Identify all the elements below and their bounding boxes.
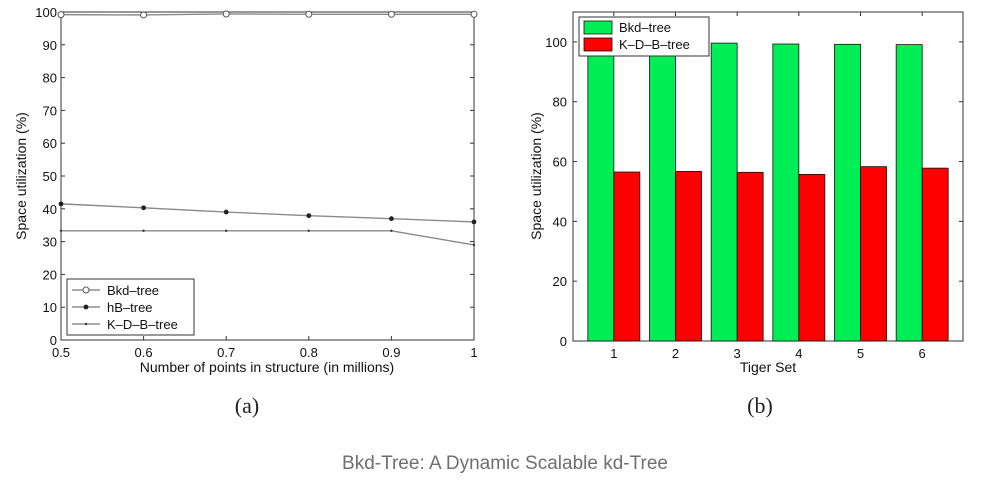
x-tick-label-a: 1 (470, 345, 477, 360)
bar-bkd-tree (587, 43, 615, 342)
y-tick-label-b: 80 (553, 95, 567, 110)
bar-bkd-tree (772, 43, 800, 342)
bar-k-d-b-tree (798, 174, 826, 342)
data-point (390, 229, 393, 232)
legend-label-hb-tree: hB–tree (107, 300, 153, 315)
y-tick-label-a: 70 (43, 103, 57, 118)
data-point (57, 11, 65, 19)
y-tick-label-a: 50 (43, 169, 57, 184)
bars-group-b (587, 42, 949, 342)
legend-item-bkd-tree-b: Bkd–tree (583, 20, 671, 35)
y-tick-label-b: 60 (553, 155, 567, 170)
bar-bkd-tree (895, 44, 923, 342)
y-tick-label-a: 0 (50, 333, 57, 348)
legend-item-kdb-tree: K–D–B–tree (72, 317, 178, 332)
x-tick-label-b: 6 (919, 346, 926, 361)
data-point (307, 229, 310, 232)
series-group-a (57, 10, 478, 247)
figure-caption: Bkd-Tree: A Dynamic Scalable kd-Tree (342, 453, 668, 474)
bar-bkd-tree (710, 42, 738, 342)
legend-item-bkd-tree: Bkd–tree (72, 283, 159, 298)
y-tick-label-a: 10 (43, 300, 57, 315)
y-tick-label-a: 20 (43, 267, 57, 282)
x-tick-label-b: 4 (795, 346, 802, 361)
panel-label-a: (a) (235, 393, 259, 418)
data-point (387, 10, 395, 18)
y-tick-label-a: 60 (43, 136, 57, 151)
x-axis-label-a: Number of points in structure (in millio… (140, 359, 394, 375)
x-tick-label-a: 0.5 (52, 345, 70, 360)
y-axis-label-a: Space utilization (%) (13, 112, 29, 240)
series-line-bkd-tree (60, 13, 474, 16)
data-point (472, 243, 476, 247)
y-tick-label-a: 30 (43, 235, 57, 250)
data-point (225, 229, 228, 232)
data-point (389, 216, 394, 222)
data-point (222, 10, 230, 18)
bar-k-d-b-tree (675, 171, 702, 342)
bar-k-d-b-tree (921, 167, 949, 342)
data-point (306, 213, 312, 219)
x-tick-label-b: 2 (672, 346, 679, 361)
y-tick-label-b: 0 (560, 334, 567, 349)
circle-marker-icon (82, 286, 90, 294)
legend-a: Bkd–tree hB–tree K–D–B–tree (66, 278, 195, 336)
dot-marker-icon (83, 304, 89, 310)
panel-label-b: (b) (747, 393, 773, 418)
x-tick-label-b: 5 (857, 346, 864, 361)
series-bkd-tree (57, 10, 478, 19)
series-line-k-d-b-tree (61, 230, 475, 246)
x-tick-label-b: 1 (610, 346, 617, 361)
series-k-d-b-tree (59, 229, 476, 247)
y-axis-a: 0 10 20 30 40 50 60 70 80 90 100 (35, 5, 474, 348)
legend-item-hb-tree: hB–tree (72, 300, 153, 315)
series-line-hb-tree (60, 203, 475, 223)
legend-item-kdb-tree-b: K–D–B–tree (583, 37, 690, 52)
legend-label-bkd-tree: Bkd–tree (107, 283, 159, 298)
y-tick-label-b: 100 (545, 35, 567, 50)
y-tick-label-a: 80 (43, 71, 57, 86)
bar-k-d-b-tree (736, 171, 764, 342)
red-swatch-icon (583, 37, 613, 52)
data-point (470, 10, 478, 18)
data-point (141, 205, 147, 211)
bar-bkd-tree (649, 43, 676, 342)
data-point (58, 201, 64, 207)
data-point (305, 10, 313, 18)
x-axis-label-b: Tiger Set (740, 359, 796, 375)
bar-k-d-b-tree (613, 171, 641, 342)
bar-k-d-b-tree (860, 166, 887, 342)
data-point (142, 229, 145, 232)
green-swatch-icon (583, 20, 613, 35)
x-axis-a: 0.5 0.6 0.7 0.8 0.9 1 (52, 12, 478, 360)
legend-label-kdb-tree: K–D–B–tree (107, 317, 178, 332)
data-point (140, 11, 148, 19)
y-tick-label-b: 20 (553, 274, 567, 289)
x-tick-label-a: 0.7 (217, 345, 235, 360)
y-tick-label-a: 100 (35, 5, 57, 20)
y-tick-label-a: 40 (43, 202, 57, 217)
x-axis-b: 1 2 3 4 5 6 (610, 12, 926, 361)
bar-bkd-tree (834, 43, 861, 342)
y-tick-label-a: 90 (43, 38, 57, 53)
data-point (223, 209, 229, 215)
data-point (59, 229, 63, 232)
point-marker-icon (84, 322, 88, 326)
x-tick-label-a: 0.8 (300, 345, 318, 360)
x-tick-label-a: 0.6 (135, 345, 153, 360)
legend-b: Bkd–tree K–D–B–tree (578, 16, 710, 57)
series-hb-tree (58, 201, 477, 225)
legend-label-kdb-tree-b: K–D–B–tree (619, 37, 690, 52)
y-tick-label-b: 40 (553, 214, 567, 229)
x-tick-label-a: 0.9 (382, 345, 400, 360)
x-tick-label-b: 3 (734, 346, 741, 361)
y-axis-b: 0 20 40 60 80 100 (545, 35, 963, 349)
y-axis-label-b: Space utilization (%) (528, 112, 544, 240)
data-point (471, 219, 477, 225)
legend-label-bkd-tree-b: Bkd–tree (619, 20, 671, 35)
